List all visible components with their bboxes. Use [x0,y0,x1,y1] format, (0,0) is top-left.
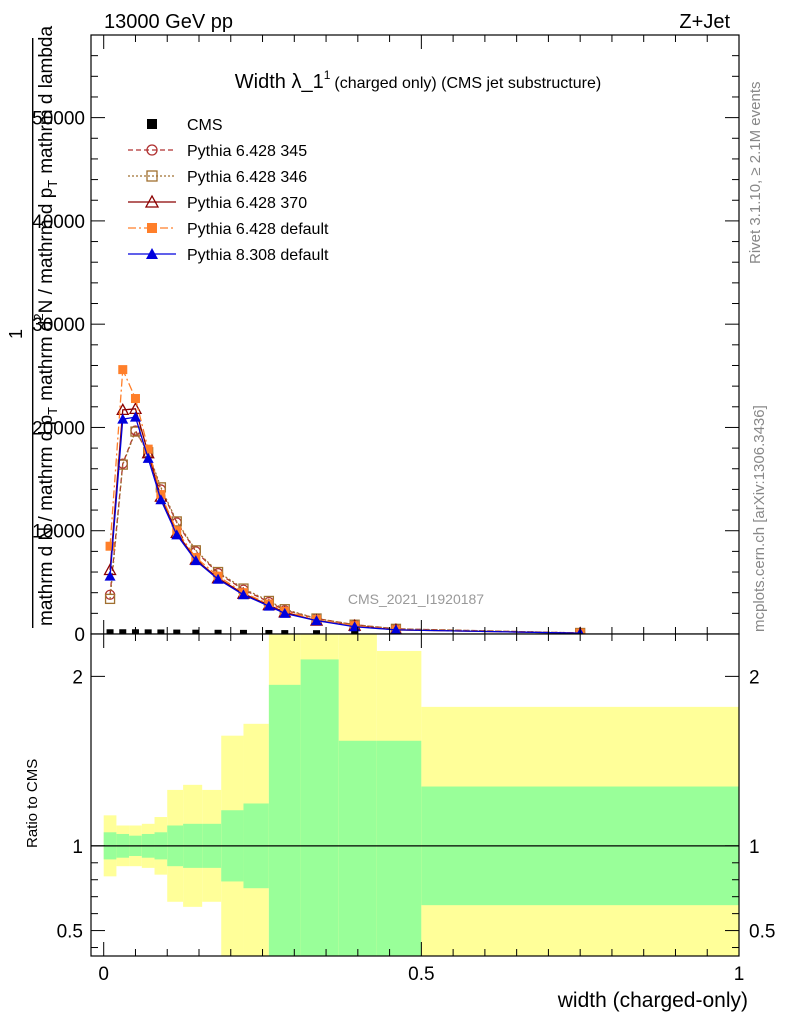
data-point [279,607,291,618]
data-point [144,629,152,637]
rivet-version-label: Rivet 3.1.10, ≥ 2.1M events [747,82,764,265]
data-point [155,494,167,505]
legend: CMS Pythia 6.428 345 Pythia 6.428 346 Pythi… [128,117,329,264]
ylabel-part-0: 1 [6,329,26,339]
svg-text:mathrm d N / mathrm d pTmathrm: mathrm d N / mathrm d pTmathrm d2N / mat… [31,25,60,626]
main-ytick-label: 20000 [32,418,85,439]
data-point [129,411,141,422]
legend-item: CMS [147,117,223,134]
data-point [105,541,115,551]
legend-label: CMS [187,117,223,134]
ratio-ytick-label-right: 0.5 [749,922,775,943]
title-main: Width λ_1 [235,71,324,93]
stat-uncertainty-band [338,740,377,956]
legend-item: Pythia 6.428 345 [128,143,307,160]
ylabel-part-5: N [36,300,57,314]
data-point [117,413,129,424]
data-point [146,248,158,259]
ratio-ytick-label: 1 [72,837,83,858]
data-point [144,194,160,208]
data-point [146,144,158,156]
title-subtitle: (charged only) (CMS jet substructure) [334,75,601,92]
main-title: Width λ_11 (charged only) (CMS jet substr… [235,68,601,93]
data-point [119,629,127,637]
main-plot-area [91,35,739,634]
ylabel-part-1: mathrm d N / mathrm d p [36,415,57,626]
x-tick-label: 0 [98,964,109,985]
data-point [237,589,249,600]
title-superscript: 1 [324,68,331,82]
header-process-label: Z+Jet [679,11,730,33]
legend-label: Pythia 6.428 370 [187,195,307,212]
legend-item: Pythia 6.428 346 [128,169,307,186]
data-point [104,593,116,605]
data-point [390,624,402,635]
data-point [143,444,153,454]
legend-item: Pythia 6.428 370 [128,194,307,212]
ylabel-part-2: T [45,407,60,415]
data-point [173,629,181,637]
data-point [142,452,154,463]
svg-text:Width λ_11(charged only) (CMS: Width λ_11 (charged only) (CMS jet substr… [235,68,601,93]
data-point [147,119,157,129]
main-axis-ticks: 0 10000 20000 30000 40000 50000 [32,34,740,646]
svg-text:1: 1 [6,329,26,339]
series-line [109,369,581,634]
data-point [311,615,323,626]
ylabel-part-6: mathrm d p [36,188,57,284]
legend-item: Pythia 6.428 default [128,221,329,238]
header-energy-label: 13000 GeV pp [104,11,233,33]
ratio-ytick-label-right: 1 [749,837,760,858]
data-point [104,570,116,581]
series-line [109,429,581,634]
ratio-bands-group [91,634,739,956]
data-point [192,629,200,637]
ratio-plot-frame [90,633,740,957]
data-point [130,394,140,404]
data-point [239,629,247,637]
ylabel-part-7: T [45,180,60,188]
mcplots-label: mcplots.cern.ch [arXiv:1306.3436] [751,405,768,632]
ylabel-part-8: mathrm d lambda [36,25,57,173]
ylabel-part-4: 2 [31,313,46,320]
data-point [106,629,114,637]
data-point [146,170,158,182]
data-point [147,223,157,233]
main-ytick-label: 10000 [32,522,85,543]
x-tick-label: 1 [734,964,745,985]
data-point [157,629,165,637]
data-point [214,629,222,637]
main-ytick-label: 0 [74,625,85,646]
legend-label: Pythia 8.308 default [187,247,329,264]
ratio-ytick-label: 0.5 [57,922,83,943]
ylabel-part-3: mathrm d [36,321,57,401]
legend-item: Pythia 8.308 default [128,247,329,264]
data-point [171,529,183,540]
ratio-ytick-label: 2 [72,667,83,688]
main-ytick-label: 50000 [32,109,85,130]
data-point [190,555,202,566]
main-y-axis-label: 1 mathrm d N / mathrm d pTmathrm d2N / m… [6,25,60,628]
main-ytick-label: 40000 [32,212,85,233]
data-point [263,600,275,611]
analysis-label: CMS_2021_I1920187 [348,591,484,607]
stat-uncertainty-band [376,740,422,956]
main-ytick-label: 30000 [32,315,85,336]
legend-label: Pythia 6.428 345 [187,143,307,160]
data-point [118,365,128,375]
ratio-y-axis-label: Ratio to CMS [24,759,41,848]
stat-uncertainty-band [268,684,301,956]
data-point [212,573,224,584]
legend-label: Pythia 6.428 default [187,221,329,238]
legend-label: Pythia 6.428 346 [187,169,307,186]
ratio-panel: 0.5 0.51 12 20 0.5 1 Ratio to CMS width (char… [24,633,775,1012]
ratio-ytick-label-right: 2 [749,667,760,688]
stat-uncertainty-band [300,659,339,956]
x-axis-label: width (charged-only) [557,989,748,1012]
x-tick-label: 0.5 [408,964,434,985]
